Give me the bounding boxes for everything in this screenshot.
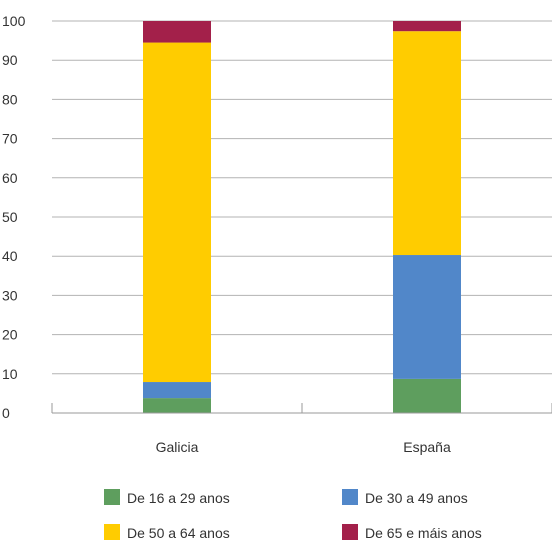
y-axis: 0 10 20 30 40 50 60 70 80 90 100 [2,13,26,421]
y-tick-label: 10 [2,366,18,382]
x-category-label: Galicia [156,439,199,455]
legend-swatch-4 [342,524,358,540]
y-tick-label: 80 [2,91,18,107]
y-tick-label: 70 [2,131,18,147]
bar-segment-2-1 [393,378,461,413]
y-tick-label: 60 [2,170,18,186]
bars [143,21,461,413]
bar-segment-2-4 [393,21,461,32]
bar-segment-1-4 [143,21,211,43]
x-axis: Galicia España [51,403,552,455]
bar-segment-2-3 [393,31,461,256]
legend-swatch-2 [342,489,358,505]
legend-label-2: De 30 a 49 anos [365,490,468,506]
legend-label-3: De 50 a 64 anos [127,525,230,541]
legend: De 16 a 29 anos De 30 a 49 anos De 50 a 64… [104,489,482,541]
gridlines [52,20,552,375]
legend-label-4: De 65 e máis anos [365,525,482,541]
y-tick-label: 90 [2,52,18,68]
legend-swatch-1 [104,489,120,505]
x-category-label: España [403,439,451,455]
y-tick-label: 40 [2,248,18,264]
y-tick-label: 50 [2,209,18,225]
legend-label-1: De 16 a 29 anos [127,490,230,506]
y-tick-label: 30 [2,287,18,303]
legend-swatch-3 [104,524,120,540]
y-tick-label: 100 [2,13,26,29]
y-tick-label: 0 [2,405,10,421]
y-tick-label: 20 [2,327,18,343]
bar-segment-1-1 [143,398,211,413]
bar-segment-1-2 [143,382,211,399]
bar-segment-1-3 [143,42,211,383]
bar-segment-2-2 [393,255,461,379]
